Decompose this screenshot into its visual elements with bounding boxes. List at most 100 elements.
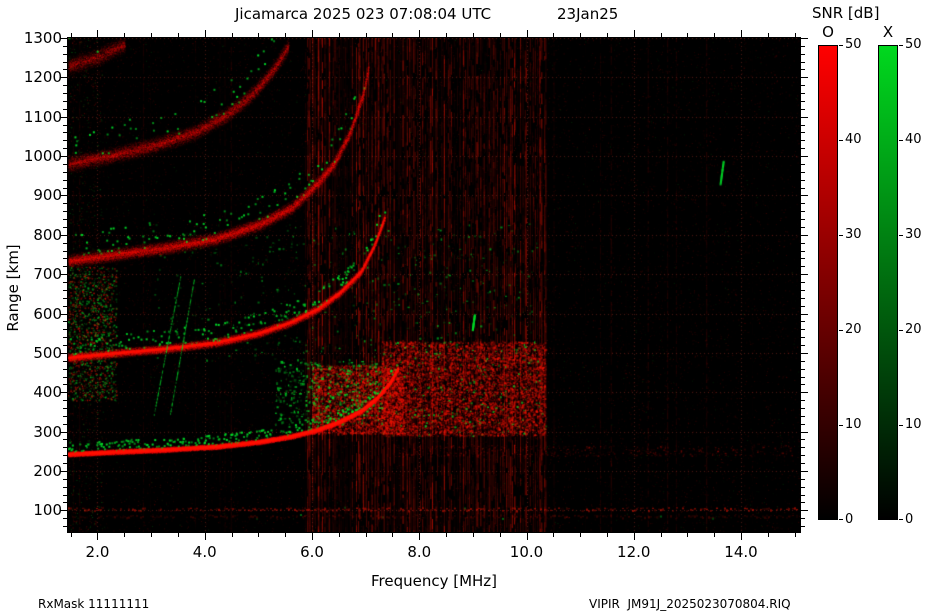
y-tick-major	[60, 510, 67, 512]
colorbar-x-bar	[878, 45, 898, 520]
x-tick-minor	[794, 33, 796, 37]
x-tick-minor	[392, 33, 394, 37]
y-tick-minor	[63, 415, 67, 417]
x-tick-label: 4.0	[192, 543, 217, 561]
colorbar-tick-label: 0	[905, 512, 914, 527]
y-tick-label: 500	[33, 343, 62, 362]
y-tick-minor	[801, 415, 805, 417]
y-tick-minor	[801, 45, 805, 47]
x-tick-minor	[660, 533, 662, 537]
y-tick-minor	[63, 502, 67, 504]
plot-area	[67, 37, 801, 533]
x-tick-minor	[472, 533, 474, 537]
colorbar-tick-label: 30	[845, 227, 862, 242]
colorbar-tick	[839, 235, 843, 236]
plot-date: 23Jan25	[557, 5, 619, 23]
y-tick-label: 200	[33, 461, 62, 480]
y-tick-major	[60, 38, 67, 39]
y-tick-minor	[801, 321, 805, 323]
x-tick-minor	[660, 33, 662, 37]
x-tick-major	[633, 533, 635, 540]
x-tick-minor	[472, 33, 474, 37]
x-tick-minor	[714, 33, 716, 37]
x-tick-minor	[151, 533, 153, 537]
x-tick-label: 14.0	[724, 543, 758, 561]
x-tick-major	[741, 533, 742, 540]
y-tick-minor	[801, 53, 805, 55]
y-tick-major	[801, 234, 808, 236]
x-tick-minor	[499, 533, 501, 537]
colorbar-tick-label: 40	[905, 132, 922, 147]
y-tick-major	[801, 77, 808, 79]
y-tick-minor	[801, 85, 805, 87]
y-tick-minor	[63, 148, 67, 150]
y-tick-major	[60, 313, 67, 315]
x-tick-minor	[231, 533, 233, 537]
y-tick-minor	[63, 368, 67, 370]
colorbar-tick-label: 10	[905, 417, 922, 432]
y-tick-minor	[63, 305, 67, 307]
x-tick-minor	[687, 33, 689, 37]
y-tick-major	[801, 274, 808, 276]
x-tick-minor	[70, 33, 72, 37]
y-tick-minor	[801, 100, 805, 102]
y-tick-minor	[801, 219, 805, 221]
y-tick-minor	[63, 203, 67, 205]
y-tick-minor	[801, 329, 805, 331]
x-tick-minor	[580, 533, 582, 537]
y-tick-label: 900	[33, 186, 62, 205]
y-tick-minor	[63, 289, 67, 291]
y-tick-minor	[63, 69, 67, 71]
y-tick-minor	[801, 384, 805, 386]
y-tick-minor	[801, 163, 805, 165]
y-tick-major	[60, 156, 67, 158]
y-tick-major	[801, 313, 808, 315]
colorbar-tick	[899, 519, 903, 520]
y-tick-minor	[63, 486, 67, 488]
y-tick-minor	[63, 455, 67, 457]
x-tick-label: 8.0	[407, 543, 432, 561]
y-tick-minor	[801, 502, 805, 504]
datafile-label: VIPIR JM91J_2025023070804.RIQ	[589, 597, 791, 611]
y-tick-minor	[63, 93, 67, 95]
y-tick-label: 400	[33, 383, 62, 402]
y-tick-minor	[801, 337, 805, 339]
y-tick-minor	[63, 132, 67, 134]
y-tick-minor	[801, 368, 805, 370]
colorbar-tick-label: 40	[845, 132, 862, 147]
y-tick-major	[801, 116, 808, 118]
y-tick-minor	[801, 179, 805, 181]
ionogram-canvas	[68, 38, 800, 532]
y-tick-minor	[801, 408, 805, 409]
x-axis-title: Frequency [MHz]	[370, 572, 498, 590]
y-tick-minor	[801, 266, 805, 268]
y-tick-minor	[801, 518, 805, 520]
colorbar-tick-label: 0	[845, 512, 854, 527]
y-tick-minor	[801, 258, 805, 260]
y-tick-major	[60, 352, 67, 354]
y-tick-minor	[63, 226, 67, 228]
y-tick-major	[801, 470, 808, 472]
y-tick-minor	[63, 345, 67, 347]
y-tick-minor	[63, 478, 67, 480]
y-tick-minor	[801, 93, 805, 95]
y-tick-label: 700	[33, 265, 62, 284]
y-tick-minor	[63, 376, 67, 378]
colorbar-tick	[839, 140, 843, 141]
y-tick-minor	[63, 211, 67, 213]
y-tick-minor	[801, 376, 805, 378]
y-tick-minor	[801, 455, 805, 457]
y-tick-minor	[63, 108, 67, 110]
y-tick-minor	[63, 447, 67, 449]
y-tick-major	[60, 77, 67, 79]
y-tick-minor	[63, 61, 67, 63]
x-tick-minor	[767, 533, 769, 537]
y-tick-major	[801, 510, 808, 512]
y-tick-major	[60, 392, 67, 394]
y-tick-minor	[63, 219, 67, 221]
y-tick-minor	[63, 337, 67, 339]
y-tick-minor	[801, 61, 805, 63]
x-tick-minor	[338, 33, 340, 37]
y-tick-minor	[801, 171, 805, 173]
y-tick-major	[60, 116, 67, 118]
